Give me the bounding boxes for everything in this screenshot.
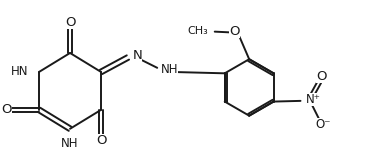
- Text: O: O: [316, 70, 326, 83]
- Text: N⁺: N⁺: [306, 93, 321, 106]
- Text: NH: NH: [61, 137, 79, 150]
- Text: NH: NH: [161, 63, 178, 76]
- Text: CH₃: CH₃: [187, 26, 208, 36]
- Text: N: N: [133, 49, 142, 62]
- Text: O: O: [229, 25, 240, 38]
- Text: HN: HN: [11, 66, 28, 78]
- Text: O: O: [1, 103, 12, 116]
- Text: O: O: [96, 134, 106, 147]
- Text: O: O: [65, 16, 75, 29]
- Text: O⁻: O⁻: [315, 118, 331, 132]
